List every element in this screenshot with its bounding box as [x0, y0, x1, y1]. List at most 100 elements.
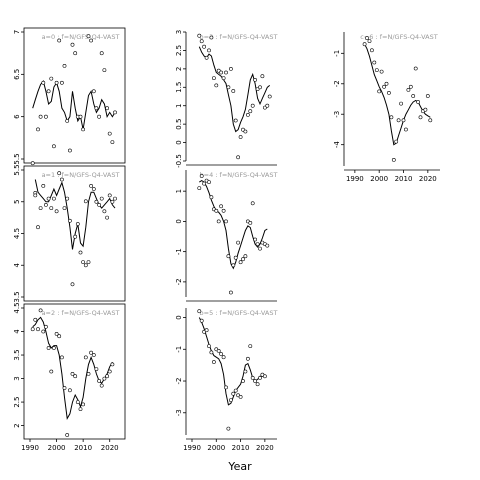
- data-point: [243, 129, 248, 134]
- data-point: [416, 100, 421, 104]
- data-point: [52, 144, 56, 149]
- data-point: [202, 181, 207, 186]
- data-point: [258, 246, 262, 251]
- y-tick-label: 3.5: [13, 291, 21, 302]
- data-point: [54, 209, 59, 214]
- x-tick-label: 1990: [183, 444, 201, 452]
- data-point: [113, 110, 117, 115]
- data-point: [238, 260, 243, 265]
- y-tick-label: 0.5: [175, 119, 183, 130]
- data-point: [365, 36, 369, 41]
- x-tick-label: 1990: [346, 175, 364, 183]
- data-point: [49, 206, 54, 211]
- data-point: [83, 263, 88, 268]
- data-point: [204, 328, 209, 333]
- data-point: [60, 177, 64, 182]
- data-point: [38, 114, 43, 119]
- x-tick-label: 2000: [370, 175, 388, 183]
- data-point: [91, 187, 96, 191]
- y-tick-label: 6.5: [13, 69, 21, 80]
- x-tick-label: 2000: [48, 444, 66, 452]
- data-point: [204, 55, 209, 60]
- data-point: [81, 402, 86, 407]
- data-point: [245, 113, 250, 117]
- panel-frame: [23, 165, 126, 302]
- data-point: [41, 80, 46, 85]
- data-point: [389, 115, 394, 120]
- x-tick-label: 2000: [207, 444, 225, 452]
- y-tick-label: -1: [175, 248, 183, 255]
- y-tick-label: -3: [333, 111, 341, 118]
- y-tick-label: 1.5: [175, 82, 183, 93]
- data-point: [207, 180, 211, 185]
- data-point: [65, 196, 70, 201]
- data-point: [70, 282, 75, 287]
- data-point: [60, 80, 64, 85]
- data-point: [211, 76, 216, 81]
- data-point: [36, 225, 40, 230]
- panel-c6: -4 -3 -2 -1 1990 2000 2010 2020 c=6 : f=N/GFS-Q4…: [333, 32, 440, 183]
- data-point: [362, 42, 367, 47]
- data-point: [36, 127, 40, 132]
- data-point: [250, 201, 255, 206]
- y-tick-label: -2: [333, 80, 341, 87]
- data-point: [107, 369, 112, 374]
- data-point: [226, 426, 231, 431]
- data-point: [44, 324, 48, 329]
- panel-title: c=6 : f=N/GFS-Q4-VAST: [360, 33, 437, 41]
- data-point: [102, 376, 107, 381]
- data-point: [97, 378, 102, 383]
- data-point: [75, 400, 80, 405]
- data-point: [54, 331, 59, 336]
- y-tick-label: -4: [333, 141, 341, 149]
- data-point: [372, 60, 377, 65]
- data-point: [379, 69, 384, 74]
- data-point: [367, 39, 372, 44]
- data-point: [33, 193, 38, 198]
- data-point: [99, 383, 104, 388]
- y-tick-label: -1: [175, 346, 183, 353]
- data-point: [228, 67, 233, 71]
- data-point: [236, 240, 241, 245]
- data-point: [70, 371, 75, 376]
- y-tick-label: 5.5: [13, 153, 21, 164]
- x-tick-label: 2010: [74, 444, 92, 452]
- panel-title: b=4 : f=N/GFS-Q4-VAST: [200, 171, 278, 179]
- data-point: [38, 308, 43, 313]
- y-tick-label: 1: [175, 189, 183, 193]
- data-point: [214, 83, 219, 88]
- y-tick-label: 4: [13, 329, 21, 334]
- data-point: [70, 42, 75, 47]
- y-tick-label: -2: [175, 378, 183, 385]
- data-point: [89, 183, 94, 188]
- data-point: [428, 118, 433, 123]
- y-tick-label: 2: [13, 423, 21, 427]
- data-point: [33, 317, 38, 322]
- panel-b5: -3 -2 -1 0 1990 2000 2010 2020 b=5 : f=N/GFS-Q4-…: [175, 308, 278, 452]
- y-tick-label: 3.5: [13, 349, 21, 360]
- data-point: [97, 202, 102, 207]
- y-tick-label: 2.5: [175, 45, 183, 56]
- data-point: [113, 196, 117, 201]
- data-point: [102, 68, 107, 73]
- data-point: [248, 109, 253, 114]
- data-point: [97, 114, 102, 119]
- panel-title: b=5 : f=N/GFS-Q4-VAST: [200, 309, 278, 317]
- trend-line: [32, 79, 116, 130]
- data-point: [255, 382, 260, 387]
- data-point: [110, 362, 115, 367]
- data-point: [216, 219, 221, 224]
- data-point: [99, 196, 104, 201]
- data-point: [57, 334, 62, 339]
- panel-a2: 2 2.5 3 3.5 4 4.5 1990 2000 2010 2020 a=2 : f=N/GF…: [13, 302, 126, 452]
- data-point: [236, 155, 241, 160]
- data-point: [228, 290, 233, 295]
- data-point: [78, 114, 83, 119]
- data-point: [224, 219, 228, 224]
- data-point: [46, 346, 51, 350]
- y-tick-label: 1: [175, 103, 183, 107]
- y-tick-label: 2: [175, 67, 183, 71]
- data-point: [73, 374, 78, 379]
- data-point: [243, 254, 248, 259]
- data-point: [369, 48, 374, 53]
